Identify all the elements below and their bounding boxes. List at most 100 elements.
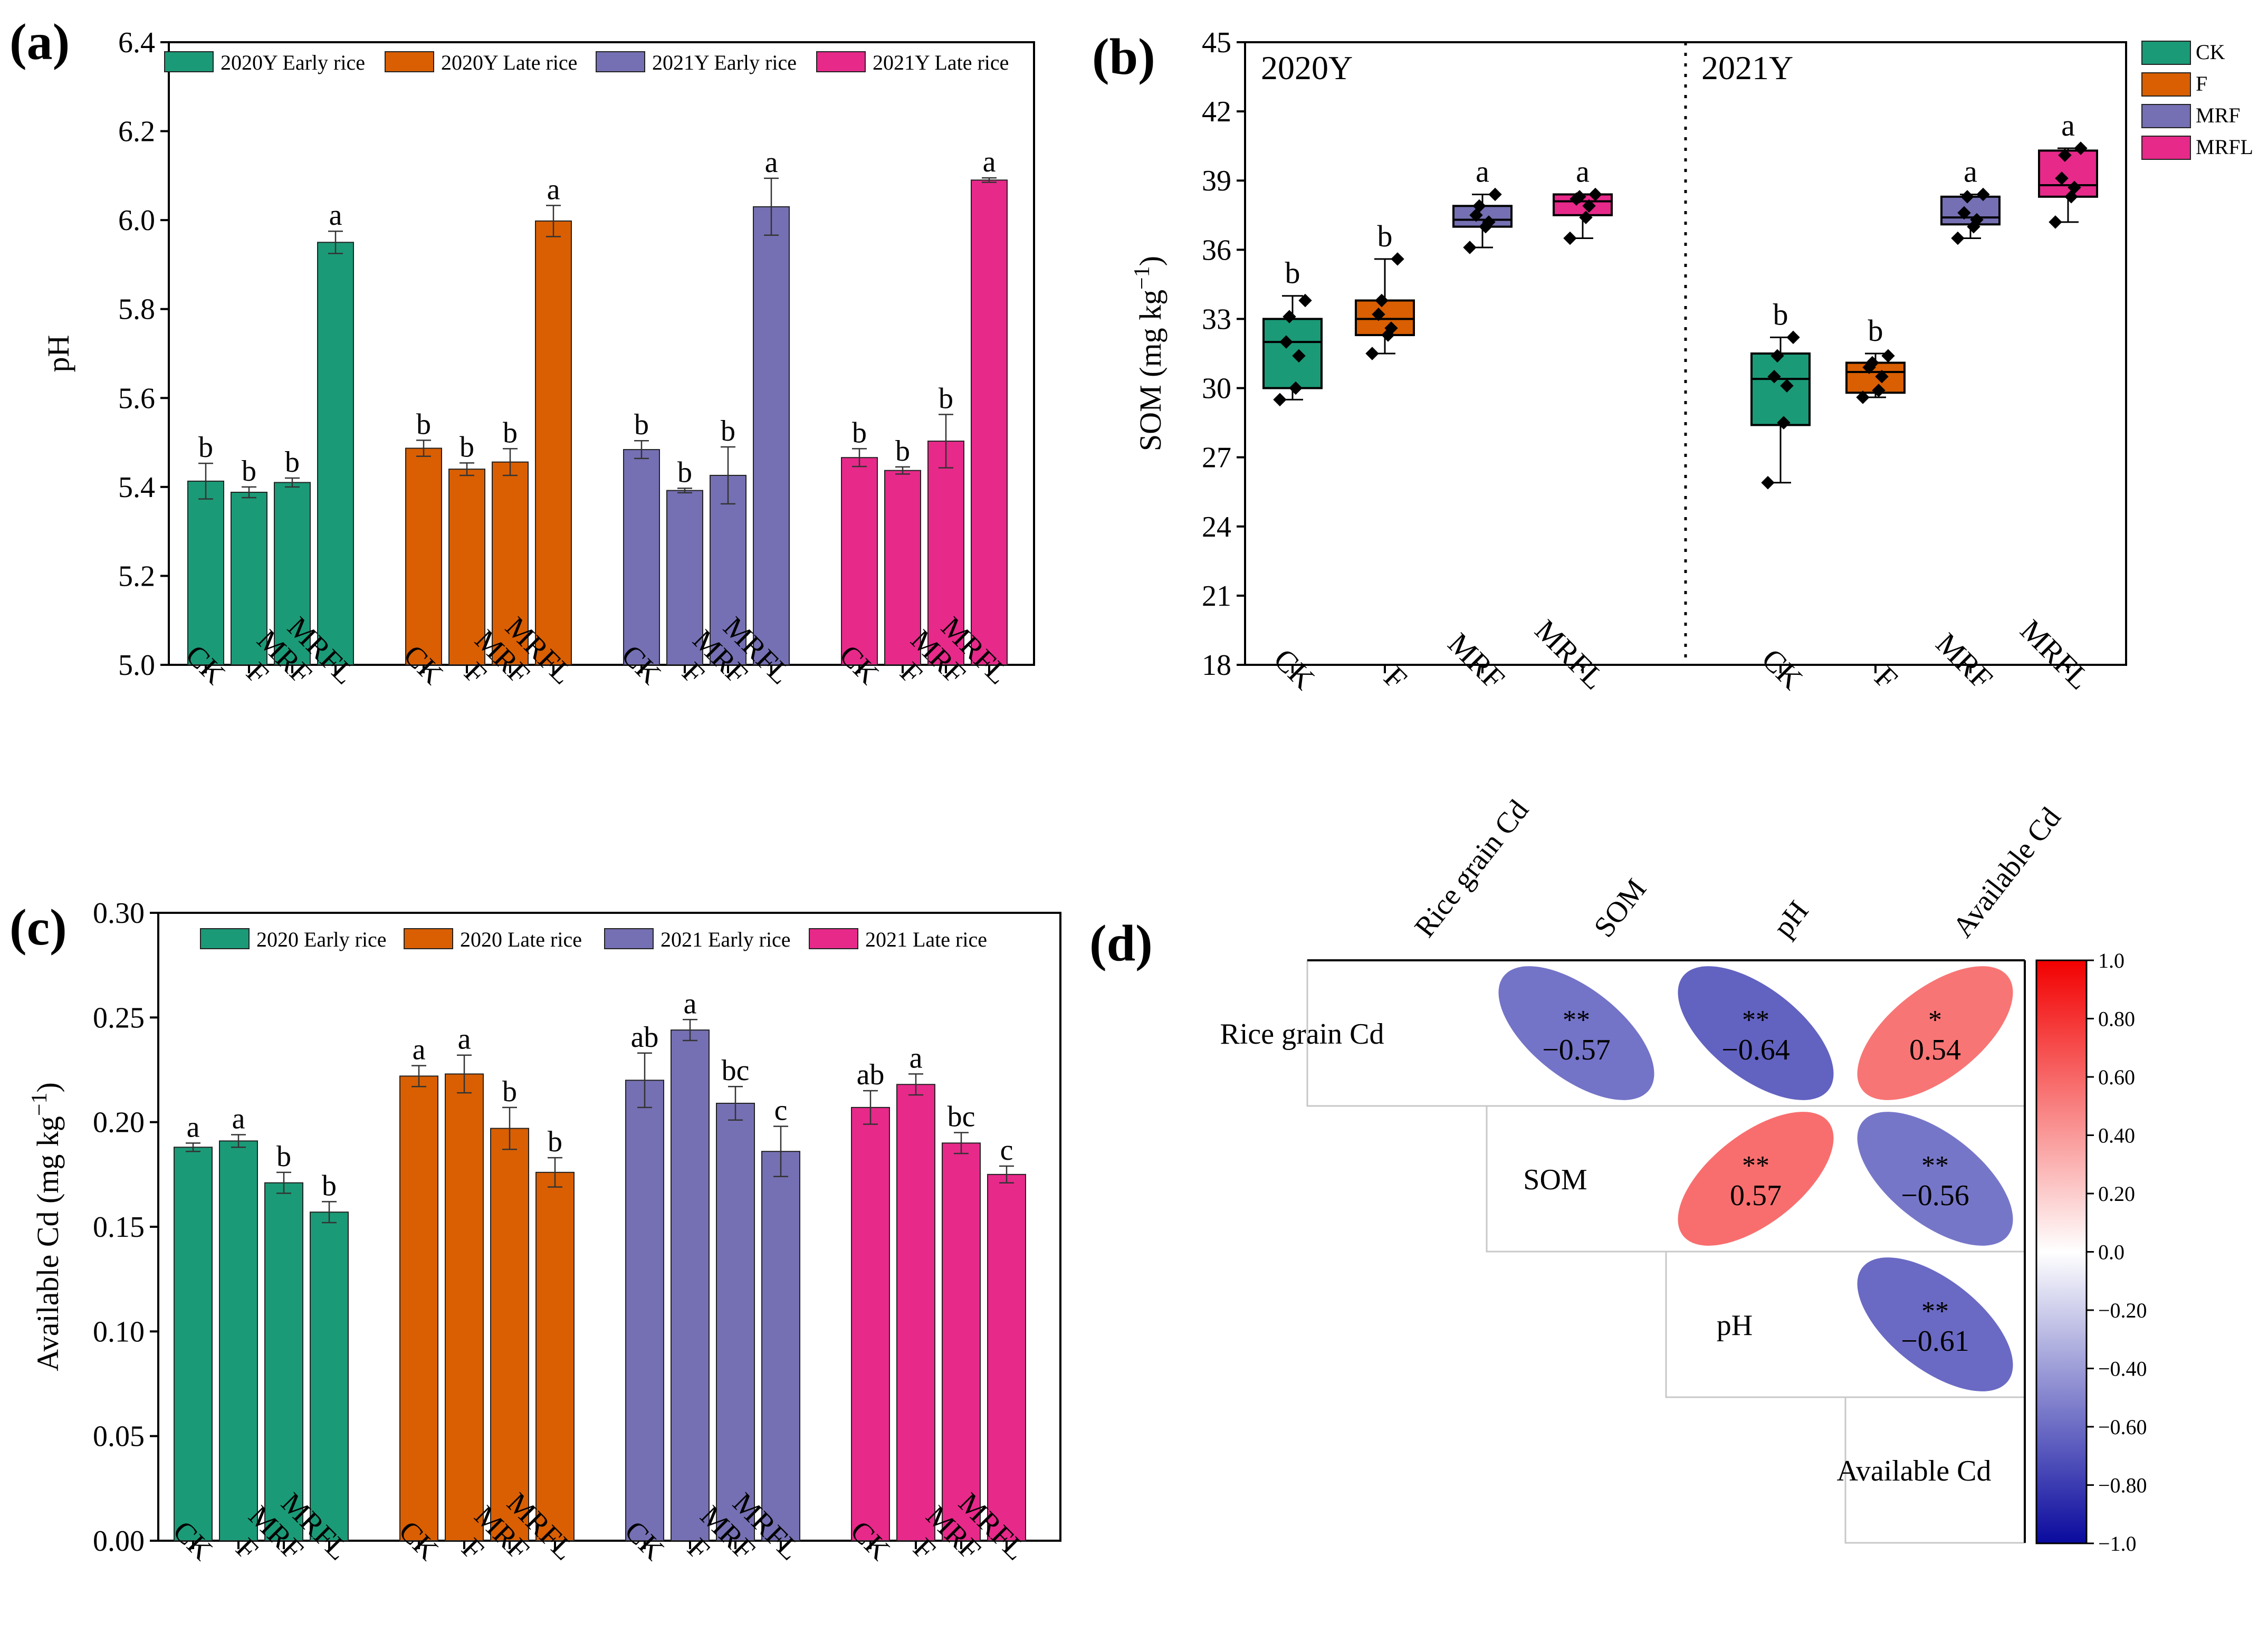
- panel-d-correlation-ellipse: [1678, 1112, 1834, 1246]
- panel-b-2021y-ck-data-point: [1786, 330, 1800, 345]
- panel-a-label: (a): [9, 14, 70, 71]
- panel-a-legend-label: 2021Y Late rice: [873, 51, 1009, 74]
- panel-b-y-tick-label: 30: [1202, 373, 1231, 405]
- panel-b-2020y-ck-significance-letter: b: [1285, 256, 1300, 290]
- panel-d-colorbar-tick-label: 1.0: [2098, 949, 2125, 972]
- panel-a-significance-letter: b: [895, 435, 910, 467]
- panel-a-bar-2020y-early-rice-mrfl: [317, 242, 354, 665]
- panel-c-legend-swatch: [604, 928, 654, 949]
- panel-d-column-label-available-cd: Available Cd: [1946, 801, 2067, 943]
- panel-d-colorbar-tick-label: −0.20: [2098, 1299, 2147, 1322]
- panel-a-significance-letter: b: [852, 416, 867, 449]
- panel-c-bar-2020-early-rice-mrfl: [310, 1211, 349, 1542]
- panel-c-legend-swatch: [404, 928, 453, 949]
- panel-d-significance-stars: **: [1563, 1005, 1590, 1035]
- panel-a-significance-letter: b: [503, 416, 518, 449]
- panel-c-significance-letter: b: [276, 1140, 291, 1173]
- panel-d-correlation-value: −0.57: [1542, 1034, 1611, 1066]
- panel-a-significance-letter: b: [242, 455, 256, 488]
- panel-b-2020y-f-box: [1355, 299, 1415, 337]
- panel-b-y-tick-label: 39: [1202, 165, 1231, 197]
- panel-c-bar-2021-late-rice-ck: [851, 1106, 890, 1541]
- panel-c-bar-2021-late-rice-mrf: [942, 1142, 981, 1541]
- panel-b-x-tick-label: MRFL: [1528, 613, 1612, 696]
- panel-a-y-tick-label: 5.0: [118, 649, 155, 682]
- panel-d-colorbar-tick-label: −1.0: [2098, 1532, 2137, 1555]
- panel-b-x-tick-label: MRF: [1929, 626, 1999, 696]
- panel-b-2020y-f-significance-letter: b: [1377, 219, 1393, 253]
- panel-c-significance-letter: a: [232, 1102, 245, 1135]
- panel-a-legend-label: 2020Y Early rice: [221, 51, 365, 74]
- panel-a-y-tick-label: 5.6: [118, 382, 155, 415]
- panel-d-correlation-matrix: (d) Rice grain Cd Rice grain Cd SOM SOM pH pH…: [1089, 794, 2147, 1555]
- panel-a-legend-label: 2021Y Early rice: [652, 51, 797, 74]
- panel-b-2021y-f-data-point: [1881, 349, 1895, 363]
- panel-c-legend-swatch: [809, 928, 858, 949]
- panel-a-bar-2021y-early-rice-ck: [623, 449, 660, 665]
- panel-b-ylabel-main: SOM (mg kg: [1133, 290, 1168, 451]
- panel-c-y-tick-label: 0.25: [93, 1001, 145, 1034]
- panel-c-y-tick-label: 0.00: [93, 1525, 145, 1558]
- panel-c-legend-label: 2020 Late rice: [460, 928, 582, 951]
- panel-c-significance-letter: b: [502, 1075, 517, 1108]
- panel-d-colorbar-tick-label: −0.60: [2098, 1415, 2147, 1439]
- panel-b-2020y-mrfl-data-point: [1563, 231, 1577, 245]
- panel-c-y-tick-label: 0.15: [93, 1211, 145, 1244]
- panel-c-significance-letter: c: [1000, 1134, 1013, 1167]
- panel-a-bar-2020y-late-rice-f: [448, 469, 485, 666]
- panel-b-y-tick-label: 33: [1202, 303, 1231, 336]
- panel-c-significance-letter: a: [413, 1034, 426, 1066]
- panel-c-significance-letter: ab: [857, 1058, 885, 1091]
- panel-c-ylabel-sup: −1: [27, 1092, 52, 1116]
- panel-d-significance-stars: **: [1742, 1151, 1769, 1181]
- panel-c-significance-letter: c: [774, 1094, 788, 1127]
- panel-a-legend-swatch: [816, 51, 866, 72]
- panel-c-bar-2021-early-rice-ck: [625, 1080, 664, 1542]
- panel-c-bar-2020-early-rice-mrf: [264, 1182, 303, 1541]
- panel-c-bar-chart: (c) Available Cd (mg kg−1) 0.00 0.05 0.10 0…: [9, 897, 1061, 1567]
- panel-a-bar-2020y-early-rice-mrf: [274, 482, 311, 666]
- panel-d-colorbar-tick-label: 0.20: [2098, 1182, 2135, 1206]
- panel-b-2020y-f-data-point: [1365, 347, 1379, 360]
- panel-c-significance-letter: b: [548, 1125, 562, 1158]
- panel-b-period-2020: 2020Y: [1261, 49, 1353, 87]
- panel-a-y-tick-label: 6.4: [118, 26, 155, 59]
- panel-b-ylabel-sup: −1: [1130, 266, 1154, 290]
- panel-c-significance-letter: a: [187, 1111, 200, 1143]
- panel-b-y-tick-label: 18: [1202, 649, 1231, 682]
- panel-b-legend-swatch: [2141, 136, 2191, 160]
- panel-a-significance-letter: b: [721, 415, 735, 447]
- panel-d-row-label-available-cd: Available Cd: [1837, 1455, 1992, 1487]
- panel-b-2021y-mrf-data-point: [1951, 231, 1965, 245]
- panel-d-row-label-rice-grain-cd: Rice grain Cd: [1220, 1018, 1384, 1051]
- panel-b-legend-swatch: [2141, 72, 2191, 97]
- panel-c-bar-2021-early-rice-mrf: [716, 1102, 755, 1541]
- panel-c-bar-2020-early-rice-ck: [174, 1147, 213, 1541]
- panel-c-bar-2021-early-rice-mrfl: [761, 1151, 800, 1541]
- panel-c-bar-2021-late-rice-f: [896, 1084, 935, 1541]
- panel-a-significance-letter: b: [460, 431, 474, 463]
- panel-b-x-tick-label: MRFL: [2014, 613, 2097, 696]
- panel-c-bar-2021-late-rice-mrfl: [987, 1173, 1026, 1541]
- panel-b-legend-swatch: [2141, 41, 2191, 65]
- panel-d-correlation-value: −0.56: [1901, 1179, 1969, 1212]
- panel-d-column-label-ph: pH: [1767, 895, 1815, 943]
- panel-a-legend-swatch: [596, 51, 645, 72]
- panel-a-significance-letter: b: [677, 456, 692, 489]
- panel-a-bar-2020y-late-rice-mrfl: [535, 220, 572, 666]
- panel-d-significance-stars: *: [1928, 1005, 1942, 1035]
- panel-d-row-label-som: SOM: [1523, 1163, 1587, 1196]
- panel-a-legend-swatch: [164, 51, 214, 72]
- panel-b-box-plot: (b) 2020Y 2021Y SOM (mg kg−1) 18 21 24 27 30…: [1092, 26, 2253, 696]
- panel-b-legend-label: MRFL: [2196, 135, 2253, 159]
- panel-d-correlation-ellipse: [1857, 1112, 2013, 1246]
- panel-a-significance-letter: a: [547, 173, 560, 206]
- panel-c-legend-label: 2021 Early rice: [661, 928, 791, 951]
- panel-a-bar-2020y-late-rice-ck: [405, 447, 442, 665]
- panel-a-bar-2021y-late-rice-ck: [841, 457, 878, 665]
- panel-d-colorbar-tick-label: −0.80: [2098, 1474, 2147, 1497]
- panel-c-bar-2020-early-rice-f: [219, 1140, 258, 1542]
- panel-d-correlation-value: 0.57: [1730, 1179, 1782, 1212]
- panel-b-2021y-ck-data-point: [1761, 476, 1775, 490]
- panel-d-label: (d): [1089, 915, 1153, 972]
